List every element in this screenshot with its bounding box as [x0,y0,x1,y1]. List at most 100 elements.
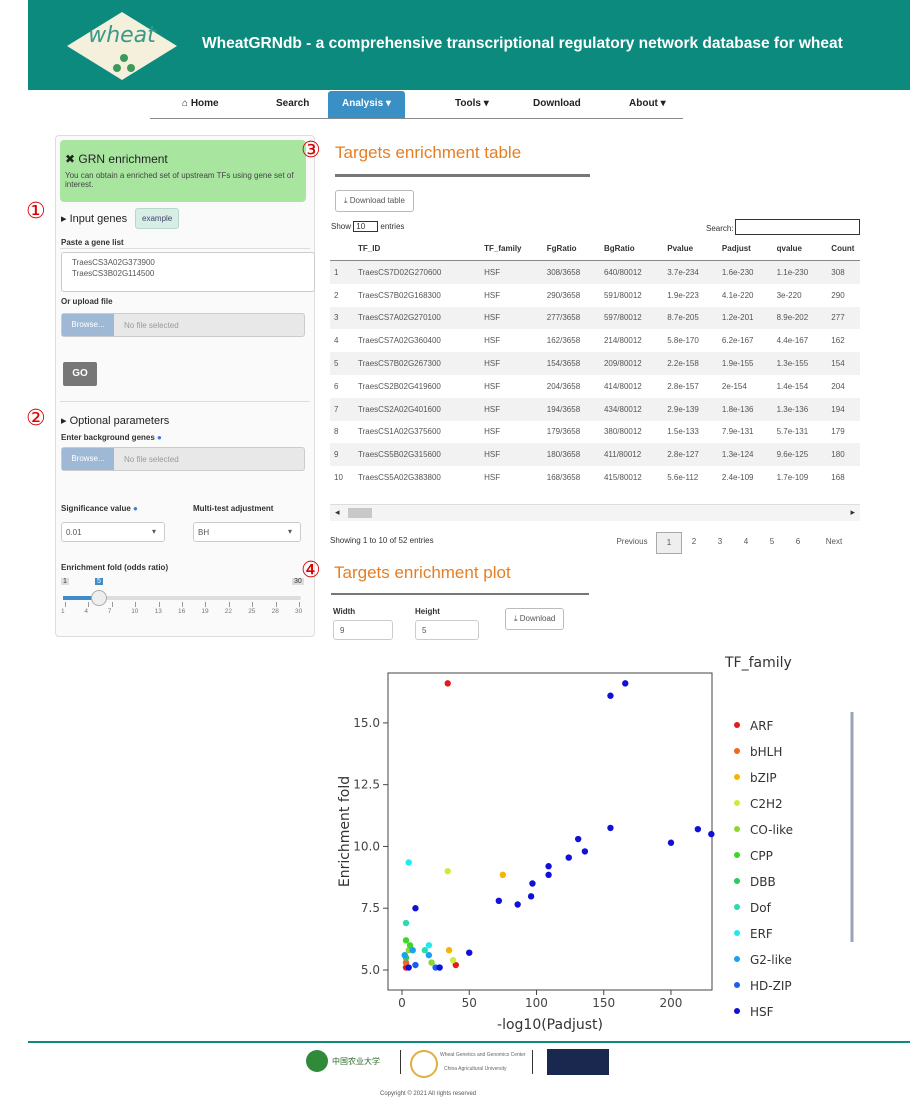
slider-handle[interactable] [91,590,107,606]
scroll-left[interactable]: ◂ [335,507,340,517]
point [527,893,535,900]
input-value: 5 [422,626,427,635]
section-title: Targets enrichment plot [334,563,511,582]
table-cell: 277/3658 [542,306,600,330]
column-header[interactable]: BgRatio [599,236,664,261]
caret: ▾ [287,527,292,536]
table-cell: 5.8e-170 [667,336,699,346]
help-icon[interactable]: ● [157,433,162,442]
table-cell: 308/3658 [542,260,600,284]
table-cell: 3 [330,306,354,330]
point [466,949,473,956]
nav-item[interactable]: Search [262,91,323,118]
table-row: 6 TraesCS2B02G419600 HSF 204/3658 414/80012 2… [330,375,860,398]
table-cell: 2.4e-109 [721,473,754,483]
width-input[interactable]: 9 [333,620,393,640]
scroll-thumb[interactable] [348,508,372,518]
legend-label: C2H2 [750,797,783,811]
table-cell: 415/80012 [603,473,642,483]
table-row: 2 TraesCS7B02G168300 HSF 290/3658 591/80012 1… [330,284,860,307]
page-button[interactable]: 2 [691,537,697,546]
legend-marker [734,878,740,884]
slider-min: 1 [61,578,69,585]
table-info: Showing 1 to 10 of 52 entries [330,536,434,545]
step-marker: ② [26,406,46,431]
table-cell: 2.2e-158 [663,352,718,375]
table-cell: 6 [334,381,339,391]
download-table-button[interactable]: ⤓ Download table [335,190,414,212]
table-cell: HSF [480,443,543,467]
header-cell [330,236,354,261]
height-input[interactable]: 5 [415,620,479,640]
nav-item[interactable]: Tools ▾ [441,91,503,118]
logo: wheat [67,12,177,80]
sidebar: ✖ GRN enrichment You can obtain a enrich… [55,135,315,637]
table-cell: 3e-220 [776,290,802,300]
table-cell: TraesCS2A02G401600 [354,397,481,421]
column-header[interactable]: TF_family [480,236,543,261]
page-button[interactable]: 4 [743,537,749,546]
browse-button[interactable]: Browse... [62,448,114,470]
x-tick-label: 50 [462,996,477,1010]
logo-text: wheat [88,23,157,48]
point [581,848,589,855]
slider-tick [228,602,230,607]
table-row: 8 TraesCS1A02G375600 HSF 179/3658 380/80012 1… [330,421,860,444]
significance-select[interactable]: 0.01 ▾ [61,522,165,542]
page-button[interactable]: Previous [616,537,648,546]
page-button[interactable]: 6 [795,537,801,546]
table-wrapper: TF_ID TF_family FgRatio BgRatio Pvalue Padjus… [330,236,860,504]
nav-item[interactable]: Download [519,91,595,118]
nav-label: About [629,98,658,109]
page-button[interactable]: Next [825,537,843,546]
search-label: Search: [706,224,734,233]
point [421,947,429,954]
scroll-right[interactable]: ▸ [850,507,855,517]
table-cell: 4.4e-167 [776,336,809,346]
step-marker: ① [26,199,46,224]
column-header[interactable]: Count [827,236,860,261]
column-header[interactable]: Pvalue [663,236,718,261]
column-header[interactable]: qvalue [772,236,828,261]
column-header[interactable]: FgRatio [542,236,600,261]
go-button[interactable]: GO [63,362,97,386]
page-button[interactable]: 3 [717,537,723,546]
point [499,871,507,879]
nav-label: Home [190,98,219,109]
table-cell: 9 [330,443,354,467]
help-icon[interactable]: ● [133,504,138,513]
table-cell: 154 [827,352,860,375]
nav-item[interactable]: About ▾ [615,91,680,118]
table-cell: 3.7e-234 [663,260,718,284]
browse-button[interactable]: Browse... [62,314,114,336]
table-row: 3 TraesCS7A02G270100 HSF 277/3658 597/80012 8… [330,306,860,330]
x-tick-label: 150 [592,996,615,1010]
gene-textarea[interactable]: TraesCS3A02G373900 TraesCS3B02G114500 [61,252,315,292]
file-input[interactable]: Browse... No file selected [61,313,305,337]
adjust-select[interactable]: BH ▾ [193,522,301,542]
table-cell: HSF [480,352,543,375]
entries-select[interactable]: 10 [353,221,379,232]
download-plot-button[interactable]: ⤓ Download [505,608,565,630]
h-scrollbar[interactable]: ◂ ▸ [330,504,860,521]
gene-line: TraesCS3A02G373900 [72,258,155,267]
example-button[interactable]: example [135,208,180,229]
point [412,905,419,912]
table-cell: HSF [484,473,501,483]
nav-item[interactable]: Analysis ▾ [328,91,405,118]
nav-item[interactable]: ⌂ Home [168,91,233,118]
table-cell: 5.7e-131 [776,427,809,437]
slider-max: 30 [292,578,304,585]
field-label: Height [415,607,440,616]
slider-tick [182,602,183,607]
file-input[interactable]: Browse... No file selected [61,447,305,471]
column-header[interactable]: Padjust [717,236,773,261]
logo-dot [113,64,121,72]
page-button[interactable]: 1 [656,532,682,554]
fold-slider[interactable]: 1 5 30 1 4 7 10 13 16 19 22 25 28 30 [61,578,304,618]
column-header[interactable]: TF_ID [354,236,481,261]
table-cell: 1.6e-230 [717,260,773,284]
search-input[interactable] [735,219,860,235]
page-button[interactable]: 5 [769,537,775,546]
point [565,854,572,861]
